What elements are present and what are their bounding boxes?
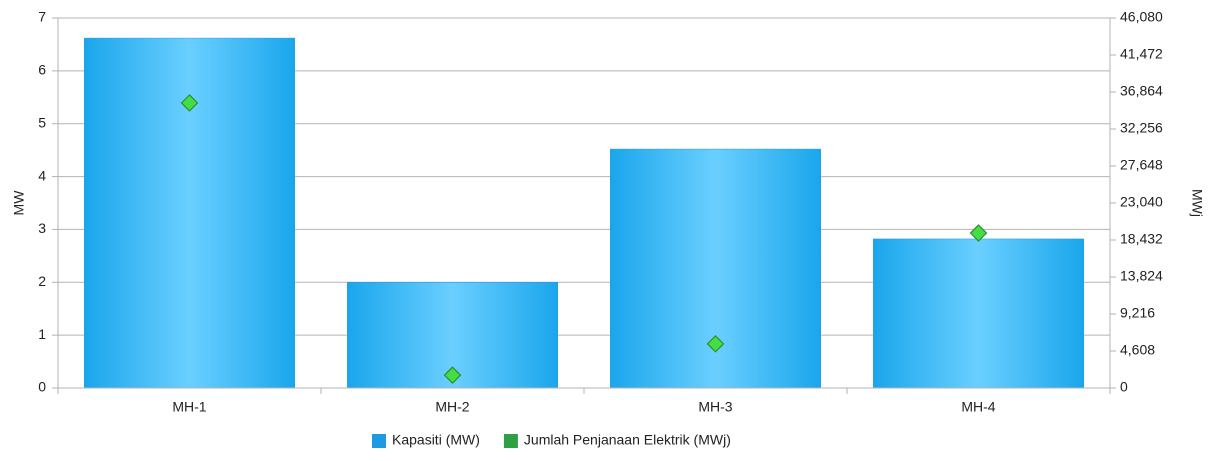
legend-label: Jumlah Penjanaan Elektrik (MWj) <box>524 432 731 448</box>
marker <box>706 334 725 353</box>
legend-swatch <box>372 434 386 448</box>
y2-tick-label: 41,472 <box>1120 46 1163 62</box>
marker <box>180 94 199 112</box>
y2-tick-label: 46,080 <box>1120 9 1163 25</box>
x-tick-label: MH-4 <box>961 399 995 415</box>
x-tick-label: MH-1 <box>172 399 206 415</box>
y2-tick-label: 32,256 <box>1120 120 1163 136</box>
y2-tick-label: 23,040 <box>1120 194 1163 210</box>
y2-tick-label: 9,216 <box>1120 305 1155 321</box>
y2-tick-label: 0 <box>1120 379 1128 395</box>
y-tick-label: 5 <box>38 114 46 130</box>
y2-tick-label: 13,824 <box>1120 268 1163 284</box>
marker <box>969 224 988 242</box>
legend-label: Kapasiti (MW) <box>392 432 480 448</box>
y-tick-label: 0 <box>38 379 46 395</box>
bar <box>873 238 1084 389</box>
y2-tick-label: 27,648 <box>1120 157 1163 173</box>
bar <box>84 37 295 389</box>
y2-axis-label: MWj <box>1189 189 1205 217</box>
legend-swatch <box>503 434 518 448</box>
y-tick-label: 1 <box>38 326 46 342</box>
y2-tick-label: 18,432 <box>1120 231 1163 247</box>
x-tick-label: MH-3 <box>698 399 732 415</box>
marker <box>443 366 462 385</box>
y-axis-label: MW <box>11 190 27 216</box>
y-tick-label: 3 <box>38 220 46 236</box>
y-tick-label: 4 <box>38 167 46 183</box>
y-tick-label: 2 <box>38 273 46 289</box>
x-tick-label: MH-2 <box>435 399 469 415</box>
y-tick-label: 6 <box>38 62 46 78</box>
y-tick-label: 7 <box>38 9 46 25</box>
y2-tick-label: 36,864 <box>1120 83 1163 99</box>
y2-tick-label: 4,608 <box>1120 342 1155 358</box>
